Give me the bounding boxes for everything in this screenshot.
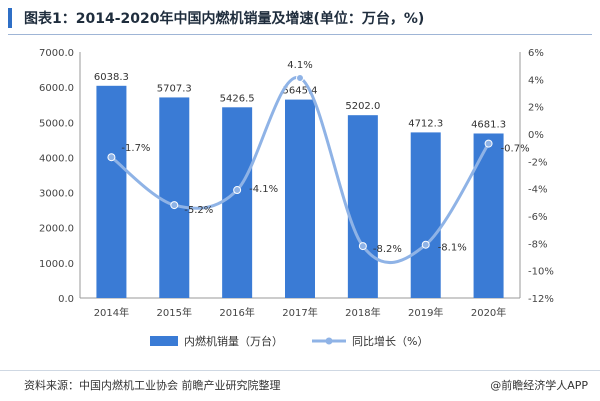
title-divider bbox=[8, 34, 592, 35]
y-left-tick-label: 6000.0 bbox=[39, 83, 74, 94]
y-right-tick-label: 2% bbox=[528, 103, 544, 114]
title-accent-bar bbox=[8, 8, 12, 28]
x-tick-label: 2017年 bbox=[282, 306, 317, 319]
legend-line-label: 同比增长（%） bbox=[352, 334, 428, 348]
bar-value-label: 5707.3 bbox=[157, 83, 192, 94]
y-axis-left: 0.0 1000.0 2000.0 3000.0 4000.0 5000.0 6000.0 7… bbox=[39, 48, 81, 305]
growth-point bbox=[170, 201, 179, 210]
bar-value-label: 6038.3 bbox=[94, 72, 129, 83]
x-tick-label: 2014年 bbox=[94, 306, 129, 319]
x-axis: 2014年 2015年 2016年 2017年 2018年 2019年 2020年 bbox=[80, 297, 520, 319]
brand-credit: @前瞻经济学人APP bbox=[490, 379, 588, 392]
legend-bar-label: 内燃机销量（万台） bbox=[184, 334, 283, 348]
bar bbox=[222, 107, 253, 298]
source-note: 资料来源：中国内燃机工业协会 前瞻产业研究院整理 bbox=[24, 379, 281, 392]
legend-bar-swatch bbox=[150, 336, 178, 346]
growth-point bbox=[107, 153, 116, 162]
bar-value-label: 5426.5 bbox=[220, 93, 255, 104]
growth-value-label: -4.1% bbox=[249, 184, 278, 195]
chart-title: 图表1：2014-2020年中国内燃机销量及增速(单位：万台，%) bbox=[24, 11, 425, 27]
y-left-tick-label: 0.0 bbox=[58, 294, 74, 305]
x-tick-label: 2020年 bbox=[471, 306, 506, 319]
x-tick-label: 2018年 bbox=[345, 306, 380, 319]
growth-value-label: 4.1% bbox=[287, 60, 312, 71]
y-right-tick-label: 6% bbox=[528, 48, 544, 59]
bar-value-label: 5645.4 bbox=[283, 86, 318, 97]
y-left-tick-label: 5000.0 bbox=[39, 118, 74, 129]
x-tick-label: 2016年 bbox=[219, 306, 254, 319]
y-left-tick-label: 7000.0 bbox=[39, 48, 74, 59]
x-tick-label: 2015年 bbox=[157, 306, 192, 319]
y-right-tick-label: 4% bbox=[528, 75, 544, 86]
chart-header: 图表1：2014-2020年中国内燃机销量及增速(单位：万台，%) bbox=[0, 0, 600, 34]
bar-series: 6038.3 5707.3 5426.5 5645.4 5202.0 4712.3 4681… bbox=[94, 72, 506, 298]
growth-point bbox=[421, 240, 430, 249]
y-right-tick-label: -6% bbox=[528, 212, 547, 223]
growth-point bbox=[484, 139, 493, 148]
growth-point bbox=[296, 73, 304, 82]
y-right-tick-label: -8% bbox=[528, 239, 547, 250]
y-right-tick-label: -10% bbox=[528, 267, 554, 278]
growth-point bbox=[358, 242, 367, 251]
bar bbox=[473, 133, 504, 298]
growth-value-label: -5.2% bbox=[184, 205, 213, 216]
sales-growth-chart: 0.0 1000.0 2000.0 3000.0 4000.0 5000.0 6000.0 7… bbox=[39, 48, 554, 348]
bar bbox=[410, 132, 441, 298]
y-right-tick-label: -2% bbox=[528, 157, 547, 168]
bar bbox=[96, 85, 127, 298]
x-tick-label: 2019年 bbox=[408, 306, 443, 319]
bar-value-label: 4712.3 bbox=[408, 118, 443, 129]
bar bbox=[159, 97, 190, 298]
y-left-tick-label: 1000.0 bbox=[39, 259, 74, 270]
footer: 资料来源：中国内燃机工业协会 前瞻产业研究院整理 @前瞻经济学人APP bbox=[0, 370, 600, 401]
y-right-tick-label: -12% bbox=[528, 294, 554, 305]
bar bbox=[285, 99, 315, 298]
bar-value-label: 4681.3 bbox=[471, 119, 506, 130]
line-series: -1.7% -5.2% -4.1% 4.1% -8.2% -8.1% -0.7% bbox=[107, 60, 530, 265]
legend-line-marker bbox=[325, 337, 333, 345]
legend: 内燃机销量（万台） 同比增长（%） bbox=[150, 334, 428, 348]
growth-value-label: -8.1% bbox=[438, 243, 467, 254]
y-right-tick-label: -4% bbox=[528, 185, 547, 196]
growth-value-label: -1.7% bbox=[121, 143, 150, 154]
bar bbox=[347, 115, 378, 298]
y-left-tick-label: 2000.0 bbox=[39, 224, 74, 235]
bar-value-label: 5202.0 bbox=[345, 101, 380, 112]
growth-value-label: -8.2% bbox=[373, 244, 402, 255]
growth-value-label: -0.7% bbox=[501, 144, 530, 155]
y-axis-right: 6% 4% 2% 0% -2% -4% -6% -8% -10% -12% bbox=[519, 48, 554, 305]
y-left-tick-label: 3000.0 bbox=[39, 189, 74, 200]
y-right-tick-label: 0% bbox=[528, 130, 544, 141]
y-left-tick-label: 4000.0 bbox=[39, 153, 74, 164]
growth-point bbox=[233, 186, 242, 195]
